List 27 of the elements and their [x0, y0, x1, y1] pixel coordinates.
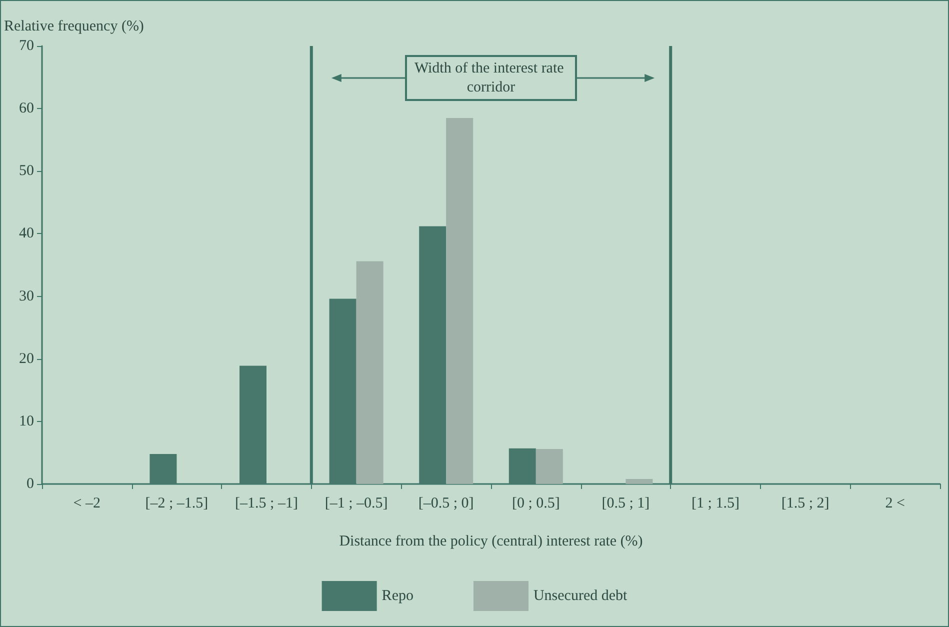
x-tick-label: [–1.5 ; –1] [235, 496, 298, 512]
x-tick-label: < –2 [73, 496, 101, 512]
y-tick-label: 0 [26, 476, 34, 492]
y-tick-label: 30 [19, 288, 34, 304]
bar [446, 118, 474, 484]
bar [626, 478, 653, 484]
y-tick-label: 50 [19, 163, 34, 180]
x-tick-label: [1 ; 1.5] [692, 496, 740, 512]
x-tick-label: [–2 ; –1.5] [145, 496, 208, 512]
x-tick-label: [0 ; 0.5] [512, 496, 560, 512]
x-tick-label: [–1 ; –0.5] [324, 496, 388, 512]
x-tick-label: 2 < [885, 496, 905, 512]
y-tick-label: 60 [19, 100, 34, 117]
band-label: Width of the interest rate corridor [414, 60, 568, 96]
legend-label: Repo [382, 588, 414, 604]
y-tick-label: 40 [19, 226, 34, 242]
x-tick-label: [0.5 ; 1] [602, 496, 650, 512]
y-tick-label: 70 [19, 38, 34, 54]
x-tick-label: [–0.5 ; 0] [418, 496, 474, 512]
x-axis-title: Distance from the policy (central) interest rate (%) [339, 534, 643, 550]
y-tick-label: 20 [19, 350, 34, 367]
legend-label: Unsecured debt [533, 588, 628, 604]
y-tick-label: 10 [19, 413, 34, 430]
bar [356, 261, 384, 484]
y-axis-title: Relative frequency (%) [4, 18, 144, 34]
x-tick-label: [1.5 ; 2] [781, 496, 830, 512]
bar [536, 448, 563, 484]
